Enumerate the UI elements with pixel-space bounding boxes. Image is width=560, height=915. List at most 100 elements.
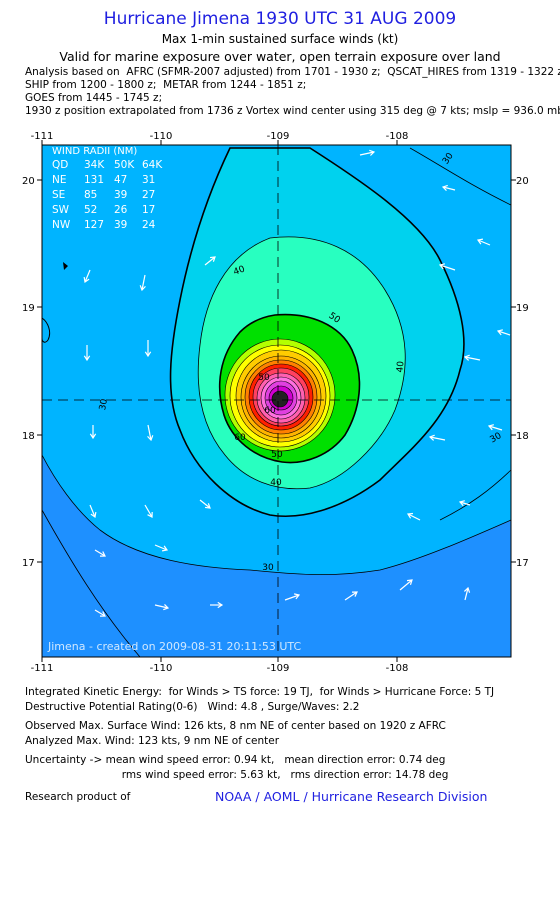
- wind-vector: [476, 238, 491, 246]
- wind-vector: [210, 601, 224, 609]
- wind-vector: [406, 512, 421, 521]
- lat-tick-label-left: 18: [22, 431, 35, 442]
- analysis-line: SHIP from 1200 - 1800 z; METAR from 1244…: [25, 79, 307, 91]
- ike-line: Integrated Kinetic Energy: for Winds > T…: [25, 686, 495, 698]
- validity-note: Valid for marine exposure over water, op…: [59, 49, 501, 64]
- wind-radii-column-header: 34K: [84, 159, 105, 171]
- research-label: Research product of: [25, 791, 131, 803]
- wind-radii-cell: SE: [52, 189, 65, 201]
- contour-30-line-e: [439, 469, 511, 521]
- wind-vector: [83, 345, 91, 362]
- wind-vector: [147, 424, 154, 442]
- wind-radii-column-header: QD: [52, 159, 68, 171]
- wind-vector: [139, 274, 146, 292]
- wind-vector: [344, 591, 358, 601]
- contour-30-line-sw: [42, 509, 141, 657]
- wind-radii-column-header: 50K: [114, 159, 135, 171]
- creation-credit: Jimena - created on 2009-08-31 20:11:53 …: [47, 640, 302, 653]
- wind-radii-cell: NW: [52, 219, 71, 231]
- wind-radii-cell: 52: [84, 204, 97, 216]
- map-title: Hurricane Jimena 1930 UTC 31 AUG 2009: [103, 9, 457, 29]
- wind-radii-cell: 26: [114, 204, 128, 216]
- lon-tick-label-bottom: -110: [150, 663, 173, 674]
- analyzed-max-wind: Analyzed Max. Wind: 123 kts, 9 nm NE of …: [25, 735, 280, 747]
- wind-vector: [83, 269, 91, 284]
- contour-30-line-ne: [409, 147, 511, 206]
- wind-vector: [89, 425, 97, 440]
- contour-label: 40: [270, 478, 282, 488]
- island: [63, 262, 68, 270]
- lon-tick-label-bottom: -108: [386, 663, 409, 674]
- wind-vector: [458, 500, 471, 507]
- uncertainty-line-1: Uncertainty -> mean wind speed error: 0.…: [25, 754, 446, 766]
- wind-radii-cell: 131: [84, 174, 104, 186]
- wind-radii-title: WIND RADII (NM): [52, 146, 137, 157]
- land-outline: [42, 317, 51, 343]
- wind-vector: [487, 424, 503, 431]
- wind-radii-cell: 127: [84, 219, 104, 231]
- map-frame: [41, 144, 512, 658]
- core-rings: [224, 338, 336, 452]
- wind-radii-cell: SW: [52, 204, 70, 216]
- wind-vector: [463, 354, 481, 361]
- wind-radii-cell: 47: [114, 174, 127, 186]
- wind-vector: [199, 499, 211, 509]
- contour-label: 60: [264, 406, 276, 416]
- wind-radii-cell: 24: [142, 219, 156, 231]
- wind-vector: [284, 593, 301, 601]
- wind-vectors: [83, 149, 511, 617]
- contour-label: 30: [98, 398, 110, 411]
- wind-vector: [89, 504, 97, 519]
- lon-tick-label-bottom: -111: [31, 663, 54, 674]
- uncertainty-line-2: rms wind speed error: 5.63 kt, rms direc…: [25, 769, 449, 781]
- wind-vector: [438, 263, 456, 271]
- lat-tick-label-right: 18: [516, 431, 529, 442]
- contour-label: 40: [396, 360, 407, 373]
- wind-vector: [359, 149, 376, 156]
- contour-label: 30: [262, 563, 274, 573]
- wind-vector: [154, 544, 169, 552]
- lat-tick-label-left: 17: [22, 558, 35, 569]
- wind-vector: [441, 184, 456, 192]
- lon-tick-label-top: -108: [386, 131, 409, 142]
- lon-tick-label-top: -110: [150, 131, 173, 142]
- wind-radii-cell: 17: [142, 204, 155, 216]
- wind-radii-table: WIND RADII (NM) QD 34K 50K 64K NE 131 47 31 SE 85 3…: [52, 146, 163, 231]
- wind-vector: [154, 604, 170, 611]
- wind-radii-cell: 39: [114, 219, 127, 231]
- lon-tick-label-top: -109: [267, 131, 290, 142]
- contour-label: 50: [258, 373, 270, 383]
- wind-radii-cell: 39: [114, 189, 127, 201]
- lat-tick-label-right: 19: [516, 303, 529, 314]
- wind-radii-column-header: 64K: [142, 159, 163, 171]
- wind-vector: [204, 256, 216, 266]
- analysis-sources: Analysis based on AFRC (SFMR-2007 adjust…: [25, 66, 560, 118]
- wind-vector: [144, 340, 152, 358]
- wind-vector: [428, 434, 446, 441]
- wind-vector: [399, 579, 413, 591]
- map-subtitle: Max 1-min sustained surface winds (kt): [161, 32, 399, 46]
- contour-label: 60: [234, 433, 246, 443]
- analysis-line: Analysis based on AFRC (SFMR-2007 adjust…: [25, 66, 560, 78]
- lat-tick-label-right: 17: [516, 558, 529, 569]
- observed-max-wind: Observed Max. Surface Wind: 126 kts, 8 n…: [25, 720, 446, 732]
- wind-vector: [144, 504, 153, 518]
- dpr-line: Destructive Potential Rating(0-6) Wind: …: [25, 701, 360, 713]
- lat-tick-label-left: 19: [22, 303, 35, 314]
- analysis-line: 1930 z position extrapolated from 1736 z…: [25, 105, 560, 117]
- wind-radii-cell: 31: [142, 174, 155, 186]
- contour-label: 50: [271, 450, 283, 460]
- wind-vector: [94, 609, 106, 617]
- wind-vector: [463, 586, 471, 601]
- wind-vector: [94, 549, 106, 557]
- contour-label: 40: [232, 264, 246, 277]
- axis-ticks: -111 -111 -110 -110 -109 -109 -108 -108 20 20 19 19…: [22, 131, 529, 674]
- analysis-line: GOES from 1445 - 1745 z;: [25, 92, 163, 104]
- wind-radii-cell: 85: [84, 189, 97, 201]
- lon-tick-label-top: -111: [31, 131, 54, 142]
- noaa-link[interactable]: NOAA / AOML / Hurricane Research Divisio…: [215, 789, 488, 804]
- lat-tick-label-left: 20: [22, 176, 35, 187]
- wind-radii-cell: 27: [142, 189, 155, 201]
- lon-tick-label-bottom: -109: [267, 663, 290, 674]
